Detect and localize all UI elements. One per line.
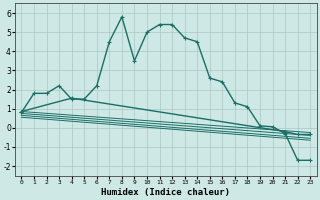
X-axis label: Humidex (Indice chaleur): Humidex (Indice chaleur) [101,188,230,197]
